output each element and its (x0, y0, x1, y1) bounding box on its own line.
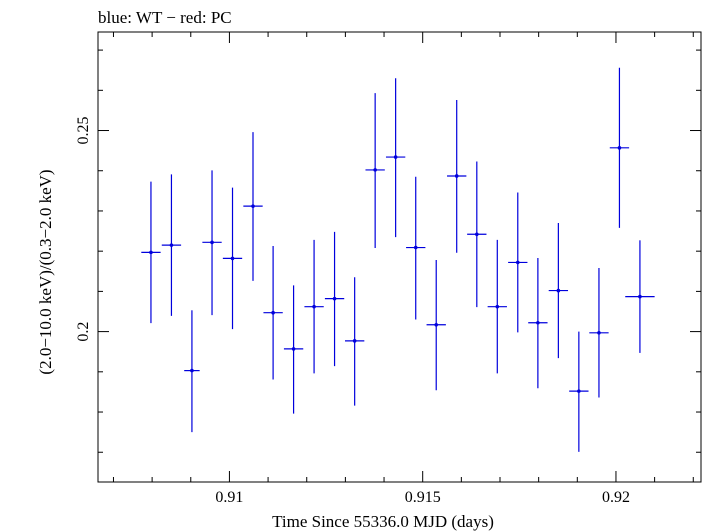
x-axis-label: Time Since 55336.0 MJD (days) (272, 512, 494, 531)
point-marker (515, 260, 520, 265)
data-point (487, 239, 507, 374)
axis-ticks (98, 32, 701, 482)
data-series (141, 67, 655, 452)
data-point (344, 277, 365, 406)
y-tick-label: 0.25 (75, 117, 92, 145)
data-point (569, 331, 589, 452)
data-point (589, 268, 609, 398)
data-point (467, 161, 487, 308)
point-marker (332, 296, 337, 301)
data-point (528, 258, 548, 389)
point-marker (393, 155, 398, 159)
point-marker (190, 368, 194, 373)
chart-title: blue: WT − red: PC (98, 8, 232, 27)
data-point (184, 310, 200, 433)
point-marker (536, 320, 540, 325)
point-marker (597, 331, 601, 335)
data-point (426, 260, 446, 391)
point-marker (638, 294, 642, 299)
point-marker (312, 304, 316, 309)
point-marker (352, 339, 357, 343)
y-tick-label: 0.2 (75, 322, 92, 342)
data-point (243, 132, 263, 281)
data-point (222, 187, 243, 330)
data-point (609, 67, 630, 228)
point-marker (617, 146, 622, 150)
point-marker (454, 174, 459, 178)
x-tick-label: 0.91 (215, 489, 243, 506)
data-point (447, 99, 467, 253)
data-point (283, 285, 304, 414)
point-marker (495, 304, 500, 309)
data-point (141, 181, 161, 324)
point-marker (475, 232, 479, 237)
data-point (202, 170, 222, 316)
point-marker (434, 322, 439, 327)
x-tick-label: 0.92 (602, 489, 630, 506)
data-point (406, 176, 426, 320)
data-point (365, 93, 385, 248)
data-point (263, 245, 283, 380)
data-point (385, 78, 406, 238)
data-point (508, 192, 528, 333)
data-point (324, 231, 345, 367)
point-marker (149, 250, 153, 255)
x-tick-label: 0.915 (405, 489, 441, 506)
tick-labels: 0.91 0.915 0.92 0.2 0.25 (75, 117, 630, 506)
plot-frame (97, 31, 702, 483)
point-marker (556, 288, 561, 293)
y-axis-label: (2.0−10.0 keV)/(0.3−2.0 keV) (36, 169, 55, 374)
point-marker (210, 240, 214, 245)
data-point (161, 174, 182, 316)
point-marker (577, 389, 581, 393)
data-point (625, 240, 655, 353)
point-marker (169, 243, 174, 247)
point-marker (251, 204, 255, 208)
data-point (304, 239, 324, 374)
point-marker (230, 256, 235, 261)
point-marker (373, 168, 377, 172)
point-marker (271, 310, 275, 315)
point-marker (291, 347, 296, 351)
point-marker (413, 245, 418, 250)
data-point (548, 223, 569, 359)
